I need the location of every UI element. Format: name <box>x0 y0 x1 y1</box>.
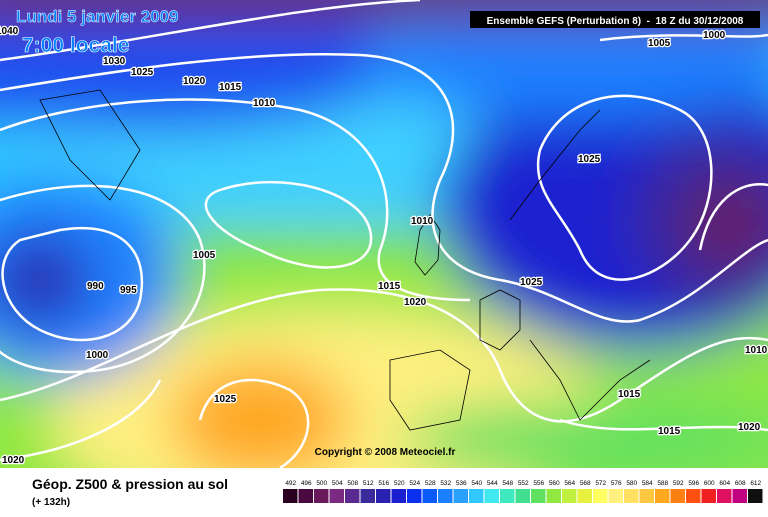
scale-label: 504 <box>332 480 343 487</box>
scale-swatch <box>438 489 453 503</box>
scale-swatch <box>484 489 499 503</box>
scale-swatch <box>701 489 716 503</box>
scale-swatch <box>469 489 484 503</box>
scale-swatch <box>360 489 375 503</box>
isobar-label: 1015 <box>378 281 401 292</box>
model-box <box>470 11 760 28</box>
scale-label: 496 <box>301 480 312 487</box>
scale-label: 536 <box>456 480 467 487</box>
color-scale: 492 496 500 504 508 512 516 520 524 528 532 536 540 5… <box>283 480 763 503</box>
scale-label: 520 <box>394 480 405 487</box>
scale-label: 532 <box>440 480 451 487</box>
isobar-label: 1015 <box>219 82 242 93</box>
scale-label: 516 <box>378 480 389 487</box>
isobar-label: 995 <box>120 285 137 296</box>
scale-swatch <box>577 489 592 503</box>
scale-label: 600 <box>704 480 715 487</box>
scale-label: 608 <box>735 480 746 487</box>
isobar-label: 1030 <box>103 56 126 67</box>
isobar-label: 1025 <box>578 154 601 165</box>
scale-label: 596 <box>688 480 699 487</box>
scale-label: 576 <box>611 480 622 487</box>
scale-swatch <box>717 489 732 503</box>
isobar-label: 1015 <box>618 389 641 400</box>
scale-swatch <box>655 489 670 503</box>
isobar-label: 1040 <box>0 26 19 37</box>
scale-swatch <box>500 489 515 503</box>
scale-label: 544 <box>487 480 498 487</box>
scale-swatch <box>546 489 561 503</box>
scale-swatch <box>298 489 313 503</box>
isobar-label: 1020 <box>738 422 761 433</box>
scale-label: 524 <box>409 480 420 487</box>
scale-label: 508 <box>347 480 358 487</box>
scale-swatch <box>422 489 437 503</box>
scale-swatch <box>391 489 406 503</box>
isobar-label: 1020 <box>183 76 206 87</box>
scale-swatch <box>453 489 468 503</box>
scale-label: 564 <box>564 480 575 487</box>
scale-label: 560 <box>549 480 560 487</box>
scale-swatch <box>562 489 577 503</box>
scale-swatch <box>515 489 530 503</box>
model-label: Ensemble GEFS (Perturbation 8) - 18 Z du… <box>487 16 744 27</box>
scale-label: 556 <box>533 480 544 487</box>
scale-label: 572 <box>595 480 606 487</box>
scale-label: 548 <box>502 480 513 487</box>
scale-swatch <box>376 489 391 503</box>
date-label: Lundi 5 janvier 2009 <box>16 7 179 26</box>
scale-swatch <box>624 489 639 503</box>
isobar-label: 1020 <box>404 297 427 308</box>
footer-title: Géop. Z500 & pression au sol <box>32 476 228 492</box>
scale-swatch <box>686 489 701 503</box>
scale-swatch <box>345 489 360 503</box>
scale-swatch <box>608 489 623 503</box>
footer-lead: (+ 132h) <box>32 497 70 508</box>
isobar-label: 1010 <box>411 216 434 227</box>
time-label: 7:00 locale <box>22 34 129 57</box>
scale-label: 568 <box>580 480 591 487</box>
scale-swatch <box>407 489 422 503</box>
scale-swatch <box>732 489 747 503</box>
scale-swatch <box>314 489 329 503</box>
coastlines <box>39 89 651 431</box>
isobar-label: 1010 <box>253 98 276 109</box>
scale-label: 612 <box>750 480 761 487</box>
isobar-label: 1025 <box>520 277 543 288</box>
scale-label: 492 <box>285 480 296 487</box>
scale-swatch <box>670 489 685 503</box>
isobar-label: 1000 <box>86 350 109 361</box>
isobar-label: 1005 <box>648 38 671 49</box>
scale-label: 584 <box>642 480 653 487</box>
scale-swatch <box>283 489 298 503</box>
isobar-label: 1025 <box>214 394 237 405</box>
isobar-label: 1000 <box>703 30 726 41</box>
scale-label: 540 <box>471 480 482 487</box>
isobar-label: 1025 <box>131 67 154 78</box>
isobar-label: 1020 <box>2 455 25 466</box>
scale-label: 512 <box>363 480 374 487</box>
isobar-label: 1010 <box>745 345 768 356</box>
copyright: Copyright © 2008 Meteociel.fr <box>315 447 456 458</box>
isobar-label: 990 <box>87 281 104 292</box>
scale-label: 500 <box>316 480 327 487</box>
scale-swatch <box>639 489 654 503</box>
scale-label: 580 <box>626 480 637 487</box>
scale-swatch <box>748 489 763 503</box>
isobar-label: 1015 <box>658 426 681 437</box>
scale-label: 604 <box>719 480 730 487</box>
isobars <box>0 0 768 468</box>
isobar-label: 1005 <box>193 250 216 261</box>
scale-label: 592 <box>673 480 684 487</box>
scale-swatch <box>593 489 608 503</box>
scale-label: 528 <box>425 480 436 487</box>
scale-label: 552 <box>518 480 529 487</box>
scale-swatch <box>329 489 344 503</box>
isobar-labels: 1040103010251020101510101005100010251010… <box>0 25 768 468</box>
scale-swatch <box>531 489 546 503</box>
scale-label: 588 <box>657 480 668 487</box>
